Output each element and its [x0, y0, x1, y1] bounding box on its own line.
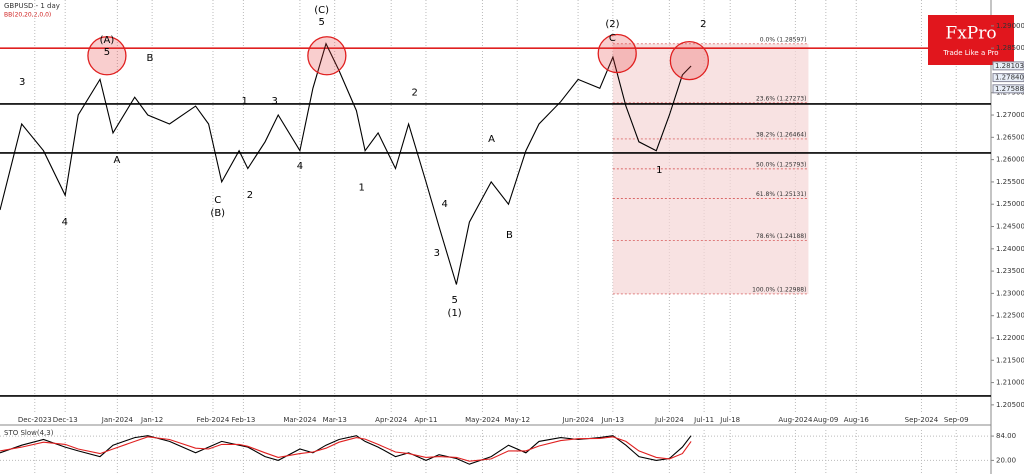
y-tick-label: 1.21000 [996, 379, 1024, 387]
price-tag-label: 1.28103 [995, 62, 1024, 70]
x-tick-label: Jan-2024 [101, 416, 134, 424]
fib-label: 50.0% (1.25793) [756, 161, 806, 168]
wave-label: C [214, 195, 221, 206]
highlight-circle [87, 36, 127, 76]
highlight-circle [597, 33, 637, 74]
wave-label: A [113, 155, 120, 166]
x-tick-label: Aug-2024 [778, 416, 813, 424]
price-tag [992, 73, 1024, 83]
fib-label: 100.0% (1.22988) [752, 286, 806, 293]
wave-label: B [506, 230, 513, 241]
fib-label: 23.6% (1.27273) [756, 95, 806, 102]
y-tick-label: 1.25000 [996, 200, 1024, 208]
wave-label: (2) [605, 19, 619, 30]
fib-label: 78.6% (1.24188) [756, 233, 806, 240]
wave-label: 1 [656, 165, 662, 176]
y-tick-label: 1.25500 [996, 178, 1024, 186]
wave-label: 5 [104, 47, 110, 58]
chart-title: GBPUSD - 1 day [4, 2, 60, 10]
x-tick-label: May-2024 [465, 416, 500, 424]
highlight-circle [669, 40, 710, 81]
x-tick-label: Jul-2024 [654, 416, 684, 424]
y-tick-label: 1.23500 [996, 267, 1024, 275]
y-tick-label: 1.20500 [996, 401, 1024, 409]
x-tick-label: Mar-13 [323, 416, 347, 424]
y-tick-label: 20.00 [996, 456, 1016, 464]
price-tag [992, 84, 1024, 94]
wave-label: 1 [242, 96, 248, 107]
fib-label: 38.2% (1.26464) [756, 131, 806, 138]
stoch-line [0, 436, 692, 462]
chart-subtitle: BB(20,20,2,0,0) [4, 12, 51, 19]
stoch-title: STO Slow(4,3) [4, 429, 54, 437]
price-tag [992, 61, 1024, 71]
x-tick-label: Jan-12 [140, 416, 163, 424]
y-tick-label: 1.28500 [996, 44, 1024, 52]
wave-label: (A) [100, 35, 115, 46]
wave-label: 2 [411, 88, 417, 99]
price-tag-label: 1.27588 [995, 85, 1024, 93]
x-tick-label: Dec-13 [53, 416, 78, 424]
y-tick-label: 1.29000 [996, 22, 1024, 30]
y-tick-label: 1.24500 [996, 223, 1024, 231]
x-tick-label: Feb-2024 [197, 416, 230, 424]
wave-label: 4 [297, 161, 303, 172]
y-tick-label: 84.00 [996, 432, 1016, 440]
wave-label: C [609, 33, 616, 44]
x-tick-label: Sep-09 [944, 416, 969, 424]
logo-tagline: Trade Like a Pro [942, 49, 998, 57]
y-tick-label: 1.22500 [996, 312, 1024, 320]
fib-label: 61.8% (1.25131) [756, 191, 806, 198]
highlight-circle [307, 36, 347, 76]
price-line [0, 42, 692, 285]
y-tick-label: 1.24000 [996, 245, 1024, 253]
fib-label: 0.0% (1.28597) [760, 36, 807, 43]
wave-label: 2 [700, 19, 706, 30]
x-tick-label: Jul-18 [719, 416, 740, 424]
wave-label: 3 [19, 77, 25, 88]
x-tick-label: Jun-2024 [561, 416, 594, 424]
wave-label: 4 [62, 217, 68, 228]
wave-label: A [488, 134, 495, 145]
x-tick-label: Apr-11 [414, 416, 437, 424]
x-tick-label: Aug-09 [813, 416, 838, 424]
x-tick-label: Jun-13 [601, 416, 624, 424]
y-tick-label: 1.23000 [996, 289, 1024, 297]
wave-label: 3 [272, 96, 278, 107]
wave-label: 2 [247, 190, 253, 201]
wave-label: 4 [441, 199, 447, 210]
x-tick-label: Apr-2024 [375, 416, 408, 424]
wave-label: 3 [434, 248, 440, 259]
y-tick-label: 1.21500 [996, 356, 1024, 364]
wave-label: 1 [358, 183, 364, 194]
wave-label: (1) [448, 308, 462, 319]
x-tick-label: Dec-2023 [18, 416, 52, 424]
y-tick-label: 1.26000 [996, 156, 1024, 164]
wave-label: B [147, 53, 154, 64]
x-tick-label: Aug-16 [844, 416, 870, 424]
y-tick-label: 1.27000 [996, 111, 1024, 119]
x-tick-label: Sep-2024 [905, 416, 939, 424]
wave-label: 5 [451, 295, 457, 306]
y-tick-label: 1.22000 [996, 334, 1024, 342]
wave-label: 5 [318, 17, 324, 28]
x-tick-label: Jul-11 [693, 416, 714, 424]
x-tick-label: Feb-13 [231, 416, 255, 424]
price-tag-label: 1.27840 [995, 74, 1024, 82]
wave-label: (C) [314, 5, 329, 16]
logo-name: FxPro [945, 24, 996, 44]
wave-label: (B) [210, 208, 225, 219]
logo [928, 15, 1014, 65]
x-tick-label: May-12 [504, 416, 530, 424]
x-tick-label: Mar-2024 [283, 416, 317, 424]
y-tick-label: 1.26500 [996, 133, 1024, 141]
